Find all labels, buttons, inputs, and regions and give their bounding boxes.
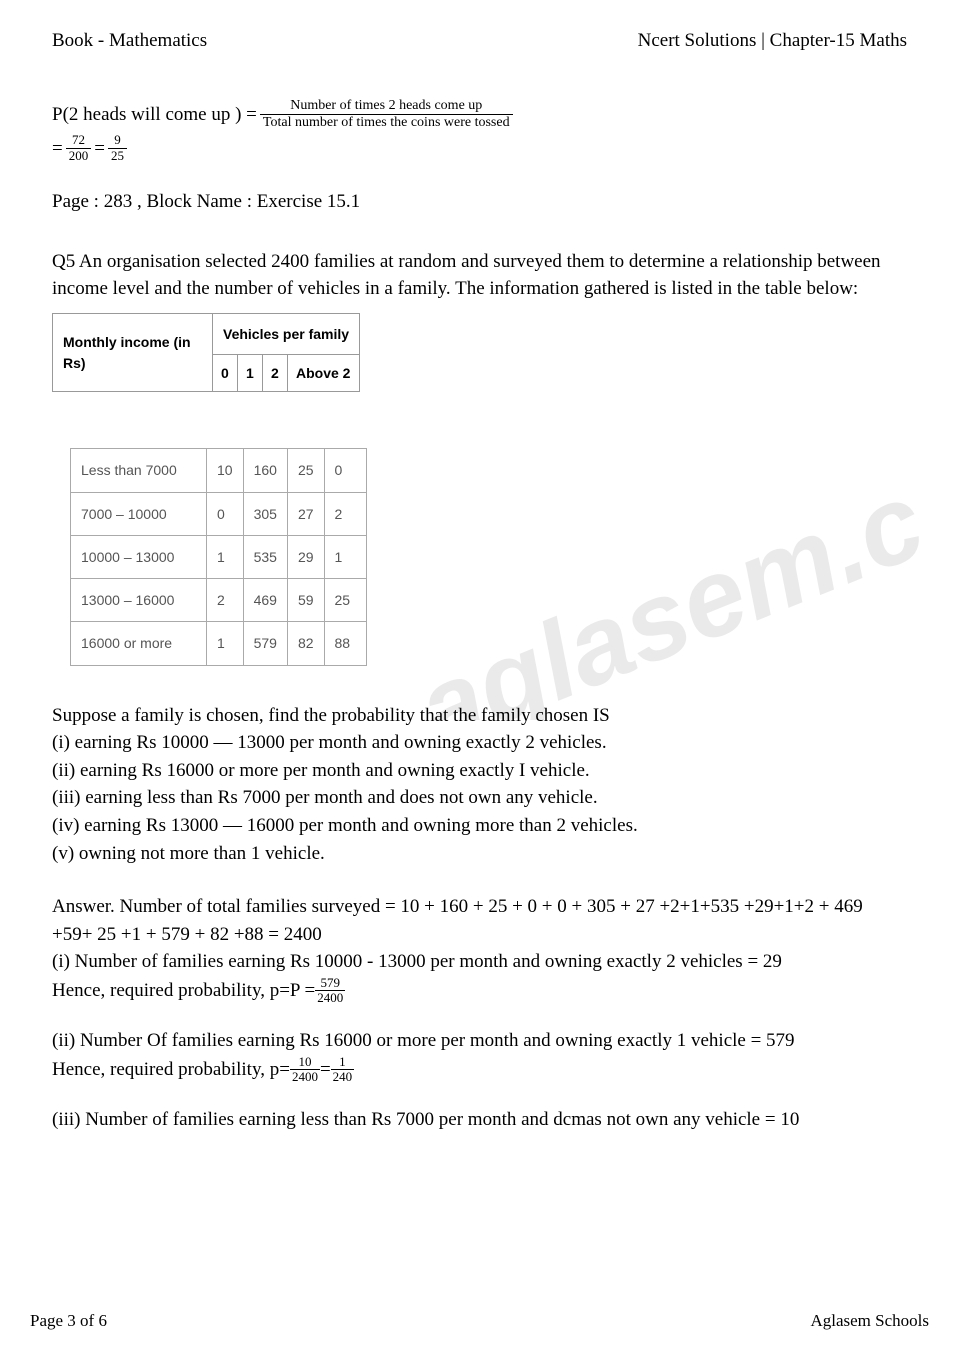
answer-block: Answer. Number of total families surveye… (52, 893, 907, 1134)
frac1-num: 72 (66, 133, 92, 149)
header-right: Ncert Solutions | Chapter-15 Maths (638, 30, 907, 52)
suppose-iii: (iii) earning less than Rs 7000 per mont… (52, 784, 907, 812)
answer-i-prob: Hence, required probability, p=P = 579 2… (52, 976, 907, 1006)
col-1: 1 (238, 355, 263, 392)
suppose-ii: (ii) earning Rs 16000 or more per month … (52, 757, 907, 785)
footer-right: Aglasem Schools (810, 1311, 929, 1331)
formula-block: P(2 heads will come up ) = Number of tim… (52, 98, 907, 164)
page-footer: Page 3 of 6 Aglasem Schools (0, 1311, 959, 1331)
answer-iii-text: (iii) Number of families earning less th… (52, 1106, 907, 1134)
eq-prefix: = (52, 135, 63, 163)
table-row: 16000 or more 1 579 82 88 (71, 622, 367, 665)
suppose-i: (i) earning Rs 10000 — 13000 per month a… (52, 729, 907, 757)
answer-ii-prob: Hence, required probability, p= 10 2400 … (52, 1055, 907, 1085)
formula-line-2: = 72 200 = 9 25 (52, 133, 907, 164)
page-reference: Page : 283 , Block Name : Exercise 15.1 (52, 188, 907, 216)
page-header: Book - Mathematics Ncert Solutions | Cha… (0, 0, 959, 70)
eq-mid: = (94, 135, 105, 163)
frac2-num: 9 (108, 133, 127, 149)
suppose-block: Suppose a family is chosen, find the pro… (52, 702, 907, 867)
answer-total: Answer. Number of total families surveye… (52, 893, 907, 948)
suppose-iv: (iv) earning Rs 13000 — 16000 per month … (52, 812, 907, 840)
col-above2: Above 2 (288, 355, 360, 392)
suppose-intro: Suppose a family is chosen, find the pro… (52, 702, 907, 730)
th-income: Monthly income (in Rs) (53, 313, 213, 392)
table-row: 10000 – 13000 1 535 29 1 (71, 535, 367, 578)
formula-numerator: Number of times 2 heads come up (260, 98, 513, 115)
col-2: 2 (263, 355, 288, 392)
formula-denominator: Total number of times the coins were tos… (260, 115, 513, 131)
answer-i-text: (i) Number of families earning Rs 10000 … (52, 948, 907, 976)
footer-left: Page 3 of 6 (30, 1311, 107, 1331)
formula-line-1: P(2 heads will come up ) = Number of tim… (52, 98, 907, 131)
question-text: Q5 An organisation selected 2400 familie… (52, 248, 907, 303)
table-row: 7000 – 10000 0 305 27 2 (71, 492, 367, 535)
frac2-den: 25 (108, 149, 127, 164)
frac1-den: 200 (66, 149, 92, 164)
table-row: 13000 – 16000 2 469 59 25 (71, 579, 367, 622)
col-0: 0 (213, 355, 238, 392)
income-header-table: Monthly income (in Rs) Vehicles per fami… (52, 313, 360, 393)
income-data-table: Less than 7000 10 160 25 0 7000 – 10000 … (70, 448, 367, 665)
th-vehicles: Vehicles per family (213, 313, 360, 354)
header-left: Book - Mathematics (52, 30, 207, 52)
formula-lhs: P(2 heads will come up ) = (52, 101, 257, 129)
suppose-v: (v) owning not more than 1 vehicle. (52, 840, 907, 868)
answer-ii-text: (ii) Number Of families earning Rs 16000… (52, 1027, 907, 1055)
page-content: P(2 heads will come up ) = Number of tim… (0, 98, 959, 1134)
table-row: Less than 7000 10 160 25 0 (71, 449, 367, 492)
